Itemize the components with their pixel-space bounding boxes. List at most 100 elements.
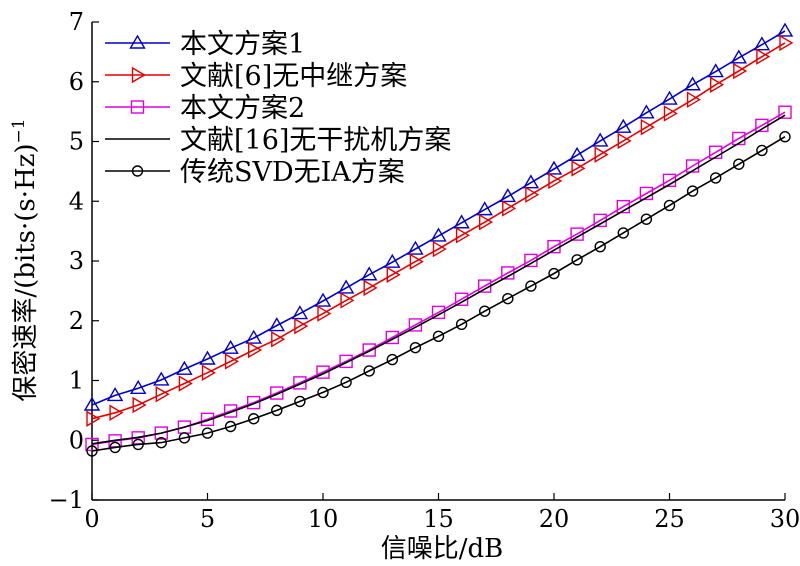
data-point	[409, 253, 424, 270]
y-tick-label: 1	[69, 367, 84, 395]
data-point	[363, 279, 378, 297]
series-layer	[83, 22, 794, 457]
data-point	[178, 375, 193, 392]
data-point	[591, 132, 609, 147]
data-point	[199, 350, 216, 365]
data-point	[663, 105, 678, 122]
legend-label: 传统SVD无IA方案	[180, 157, 405, 188]
x-tick-label: 0	[84, 505, 99, 533]
x-tick-label: 20	[539, 505, 570, 533]
data-point	[129, 379, 147, 394]
data-point	[132, 396, 147, 414]
data-point	[756, 144, 768, 157]
data-point	[779, 34, 794, 52]
data-point	[733, 158, 745, 170]
series-1-line	[91, 30, 786, 406]
legend-label: 本文方案2	[180, 93, 305, 124]
data-point	[571, 254, 583, 266]
data-point	[663, 199, 676, 212]
data-point	[684, 76, 701, 91]
data-point	[201, 364, 216, 381]
data-point	[686, 185, 699, 197]
data-point	[710, 76, 725, 93]
data-point	[638, 104, 655, 119]
legend-marker	[129, 34, 146, 49]
data-point	[293, 376, 307, 390]
data-point	[594, 240, 606, 253]
x-axis-title: 信噪比/dB	[381, 534, 504, 564]
y-tick-label: 6	[69, 68, 84, 96]
data-point	[247, 341, 263, 359]
data-point	[548, 267, 560, 280]
x-tick-label: 25	[654, 505, 685, 533]
data-point	[409, 341, 422, 354]
data-point	[314, 292, 332, 307]
data-point	[453, 214, 470, 229]
data-point	[407, 240, 424, 255]
legend-item-5: 传统SVD无IA方案	[105, 157, 405, 188]
x-tick-label: 5	[200, 505, 215, 533]
data-point	[155, 386, 170, 403]
y-tick-label: 5	[69, 128, 84, 156]
series-5-line	[91, 136, 786, 452]
legend-label: 本文方案1	[180, 29, 305, 60]
data-point	[545, 160, 563, 175]
data-point	[339, 354, 353, 369]
data-point	[245, 329, 262, 344]
data-point	[385, 330, 399, 345]
data-point	[132, 438, 144, 451]
data-point	[525, 186, 540, 203]
data-point	[246, 395, 261, 410]
data-point	[686, 91, 701, 108]
y-axis-title-main: 保密速率/(bits·(s·Hz)	[11, 143, 41, 401]
data-point	[224, 353, 239, 370]
data-point	[522, 174, 540, 189]
series-4	[91, 114, 786, 445]
series-2-line	[91, 42, 786, 420]
data-point	[224, 420, 237, 433]
legend-marker	[131, 66, 146, 84]
data-point	[499, 188, 517, 203]
data-point	[432, 240, 447, 258]
data-point	[502, 292, 514, 305]
data-point	[340, 292, 355, 309]
data-point	[294, 395, 306, 408]
data-point	[479, 213, 494, 231]
series-1	[83, 22, 794, 411]
data-point	[384, 253, 401, 268]
data-point	[709, 145, 723, 159]
series-5	[86, 131, 791, 457]
data-point	[291, 305, 309, 320]
data-point	[109, 441, 121, 454]
legend-item-3: 本文方案2	[105, 93, 305, 124]
y-tick-label: −1	[49, 486, 84, 514]
legend-label: 文献[6]无中继方案	[180, 61, 407, 92]
data-point	[778, 105, 792, 119]
data-point	[222, 339, 239, 354]
legend-marker	[131, 165, 144, 177]
x-tick-label: 30	[770, 505, 800, 533]
data-point	[594, 146, 609, 163]
data-point	[730, 49, 748, 64]
legend-label: 文献[16]无干扰机方案	[180, 125, 451, 156]
y-tick-label: 7	[69, 8, 84, 36]
data-point	[340, 376, 352, 388]
data-point	[337, 279, 355, 294]
data-point	[270, 386, 284, 400]
data-point	[455, 318, 468, 331]
y-axis-title-superscript: −1	[9, 118, 29, 143]
data-point	[271, 404, 283, 417]
data-point	[223, 404, 238, 418]
data-point	[155, 436, 168, 449]
data-point	[732, 131, 746, 146]
data-point	[362, 343, 376, 357]
data-point	[360, 266, 378, 281]
data-point	[685, 159, 700, 173]
data-point	[386, 266, 401, 283]
data-point	[776, 22, 794, 37]
data-point	[568, 146, 586, 161]
data-point	[317, 305, 332, 322]
data-point	[294, 317, 309, 335]
